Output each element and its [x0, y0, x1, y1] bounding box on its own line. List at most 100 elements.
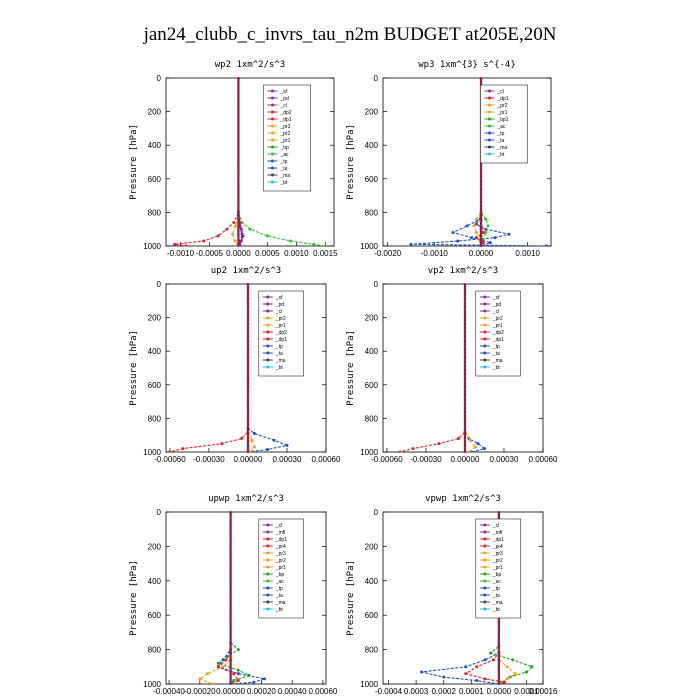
legend-marker [483, 579, 487, 583]
y-tick-label: 0 [157, 280, 162, 289]
legend-label: _bt [492, 365, 501, 371]
series-point_tp [475, 679, 479, 683]
zero-profile-point [229, 661, 232, 664]
panel-2: wp3 1xm^{3} s^{-4} Pressure [hPa] 0 200 400 6… [346, 60, 552, 258]
series-point_ac [240, 220, 244, 224]
legend-marker [483, 565, 487, 569]
zero-profile-point [479, 186, 483, 189]
legend-label: _sf [492, 295, 500, 301]
legend-marker [483, 593, 487, 597]
zero-profile-point [246, 366, 250, 370]
legend-box [258, 290, 304, 377]
zero-profile-point [463, 366, 467, 370]
legend-marker [483, 551, 487, 555]
y-axis-label: Pressure [hPa] [346, 560, 356, 636]
y-tick-label: 1000 [143, 448, 161, 457]
zero-profile-point [237, 194, 240, 197]
zero-profile-point [229, 584, 232, 587]
legend-label: _dp1 [275, 337, 287, 343]
series-point_tp [442, 675, 446, 679]
y-tick-label: 600 [365, 381, 379, 390]
x-tick-label: -0.0010 [421, 249, 449, 258]
y-axis-label: Pressure [hPa] [346, 124, 356, 200]
legend-label: _pd [275, 302, 285, 308]
series-point_dp1 [491, 658, 495, 662]
legend-label: _tp [279, 159, 287, 165]
zero-profile-point [229, 541, 232, 544]
series-point_pr1 [473, 445, 477, 449]
legend-marker [270, 166, 274, 170]
zero-profile-point [237, 186, 240, 189]
zero-profile-point [237, 85, 240, 88]
x-tick-label: 0.0000 [469, 249, 494, 258]
legend-label: _ta [492, 593, 500, 599]
series-point_dp1 [173, 242, 177, 246]
zero-profile-point [229, 682, 232, 686]
legend-label: _pr3 [492, 551, 503, 557]
x-tick-label: 0.00000 [450, 455, 479, 464]
legend-marker [483, 323, 487, 327]
legend-label: _pr1 [275, 323, 286, 329]
zero-profile-point [463, 345, 467, 349]
series-point_pr1 [210, 682, 214, 684]
legend-label: _tp [275, 344, 283, 350]
y-tick-label: 800 [148, 208, 162, 217]
series-point_dp1 [232, 672, 236, 676]
y-tick-label: 800 [148, 414, 162, 423]
legend-label: _pr4 [275, 544, 286, 550]
zero-profile-point [463, 362, 467, 365]
zero-profile-point [463, 316, 467, 319]
legend-marker [270, 110, 274, 114]
legend-label: _dp1 [492, 337, 504, 343]
series-line_tp [217, 512, 267, 684]
legend-marker [483, 600, 487, 604]
y-tick-label: 600 [365, 175, 379, 184]
zero-profile-point [246, 442, 250, 445]
x-tick-label: 0.0010 [515, 249, 540, 258]
zero-profile-point [463, 442, 467, 445]
zero-profile-point [237, 173, 240, 176]
zero-profile-point [237, 152, 240, 155]
y-tick-label: 400 [148, 577, 162, 586]
zero-profile-point [463, 438, 467, 441]
legend-label: _pr2 [492, 558, 503, 564]
zero-profile-point [463, 434, 467, 437]
series-point_cl [239, 239, 243, 243]
series-point_pr1 [513, 672, 517, 676]
y-tick-label: 800 [365, 208, 379, 217]
zero-profile-point [463, 291, 467, 294]
legend-marker [487, 152, 491, 156]
legend-label: _ta [492, 351, 500, 357]
x-tick-label: -0.00030 [193, 455, 225, 464]
zero-profile-point [246, 333, 250, 336]
series-point_dp1 [464, 672, 468, 676]
plot-frame [165, 511, 327, 685]
zero-profile-point [246, 345, 250, 349]
legend-marker [266, 530, 270, 534]
zero-profile-point [237, 110, 240, 113]
zero-profile-point [497, 661, 500, 664]
legend-marker [483, 337, 487, 341]
legend-marker [483, 558, 487, 562]
legend-marker [266, 351, 270, 355]
series-point_dp1 [437, 442, 441, 446]
series-point_tp [272, 438, 276, 442]
series-point_pr1 [206, 672, 210, 676]
panel-title: up2 1xm^2/s^3 [211, 266, 281, 276]
zero-profile-point [237, 81, 240, 84]
series-point_tp [474, 222, 478, 226]
legend-label: _sf [279, 89, 287, 95]
series-point_ac [481, 237, 485, 241]
zero-profile-point [237, 131, 240, 134]
legend-label: _pr4 [492, 544, 503, 550]
zero-profile-point [229, 553, 232, 557]
x-tick-label: 0.00000 [233, 455, 262, 464]
series-point_bp [236, 668, 240, 672]
legend-label: _pr2 [492, 316, 503, 322]
panel-title: wp3 1xm^{3} s^{-4} [418, 60, 516, 70]
x-tick-label: 0.00060 [308, 687, 337, 696]
y-tick-label: 400 [365, 577, 379, 586]
series-point_dp1 [184, 244, 188, 246]
zero-profile-point [229, 601, 232, 604]
zero-profile-point [229, 665, 232, 668]
